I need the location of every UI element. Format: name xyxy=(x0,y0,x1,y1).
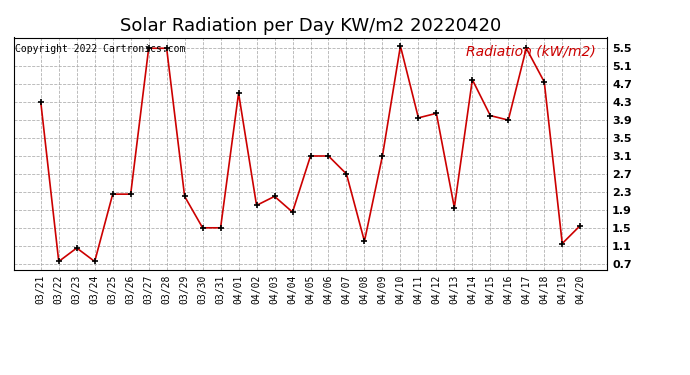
Text: Copyright 2022 Cartronics.com: Copyright 2022 Cartronics.com xyxy=(15,45,186,54)
Text: Radiation (kW/m2): Radiation (kW/m2) xyxy=(466,45,595,58)
Title: Solar Radiation per Day KW/m2 20220420: Solar Radiation per Day KW/m2 20220420 xyxy=(120,16,501,34)
